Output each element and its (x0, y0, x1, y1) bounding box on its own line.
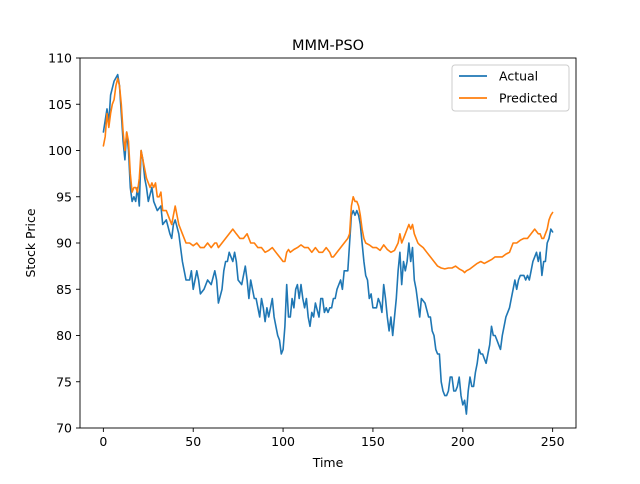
series-layer (102, 73, 554, 415)
y-tick-label: 70 (56, 421, 72, 436)
legend-label-actual: Actual (499, 69, 538, 84)
y-tick-label: 95 (56, 189, 72, 204)
series-line-actual (102, 73, 554, 415)
y-tick-label: 75 (56, 374, 72, 389)
y-tick-label: 90 (56, 236, 72, 251)
y-tick-label: 105 (48, 97, 72, 112)
x-tick-label: 150 (361, 434, 385, 449)
plot-frame (79, 57, 577, 429)
x-tick-label: 50 (185, 434, 201, 449)
y-tick-label: 100 (48, 143, 72, 158)
legend: Actual Predicted (451, 64, 570, 112)
chart-title: MMM-PSO (292, 38, 364, 54)
legend-label-predicted: Predicted (499, 91, 558, 106)
y-tick-label: 110 (48, 51, 72, 66)
y-tick-label: 80 (56, 328, 72, 343)
x-axis-ticks: 0 50 100 150 200 250 (99, 428, 565, 449)
x-tick-label: 250 (541, 434, 565, 449)
y-axis-ticks: 70 75 80 85 90 95 100 105 110 (48, 51, 80, 436)
x-tick-label: 0 (99, 434, 107, 449)
series-line-predicted (102, 77, 554, 274)
x-tick-label: 200 (451, 434, 475, 449)
x-tick-label: 100 (271, 434, 295, 449)
x-axis-label: Time (312, 455, 344, 470)
y-axis-label: Stock Price (23, 208, 38, 277)
y-tick-label: 85 (56, 282, 72, 297)
